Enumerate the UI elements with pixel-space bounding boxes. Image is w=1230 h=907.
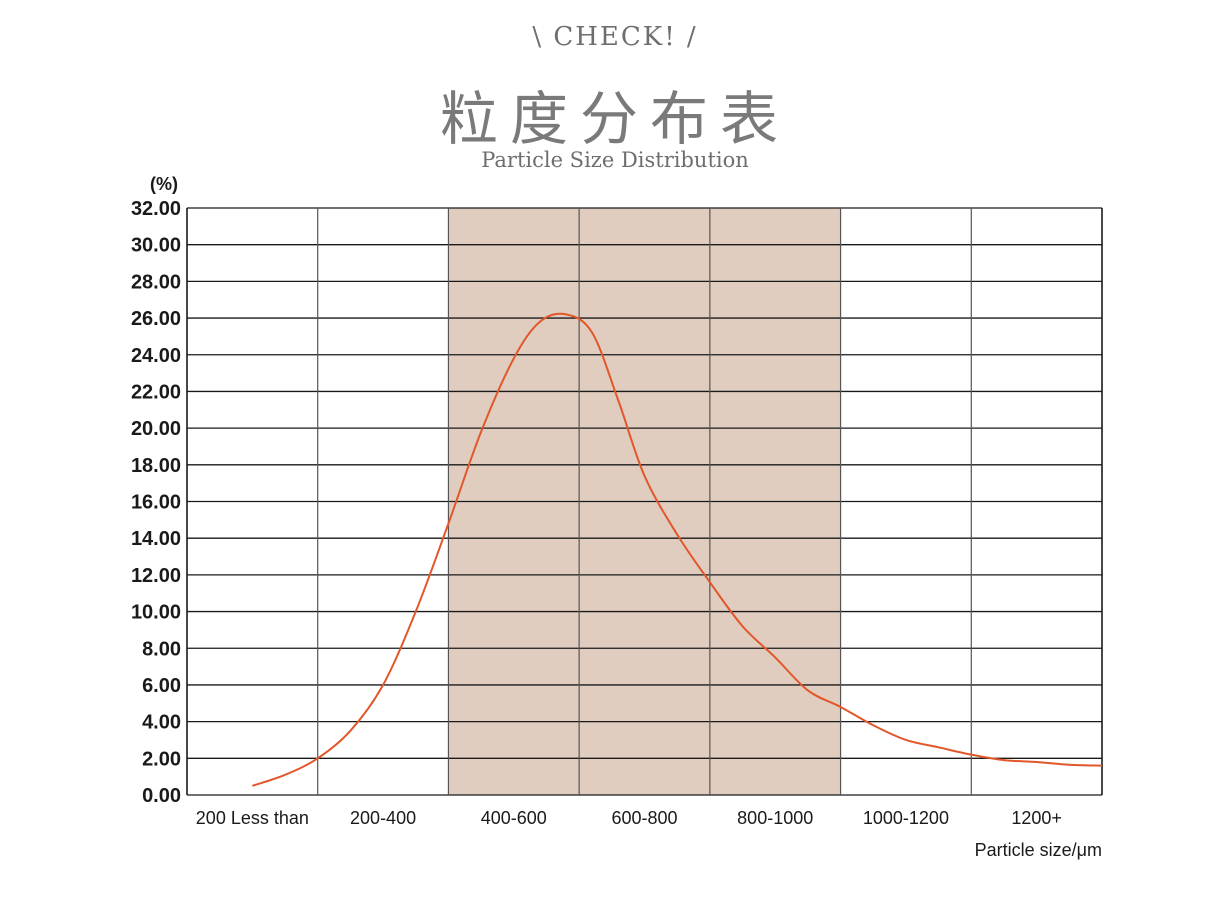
y-tick-label-15: 30.00 <box>131 235 181 257</box>
y-tick-label-11: 22.00 <box>131 381 181 403</box>
y-tick-label-2: 4.00 <box>142 712 181 734</box>
y-tick-label-6: 12.00 <box>131 565 181 587</box>
y-tick-label-14: 28.00 <box>131 271 181 293</box>
x-tick-label-1: 200-400 <box>350 808 416 828</box>
page-title: 粒度分布表 <box>439 85 790 153</box>
x-axis-ticks: 200 Less than 200-400 400-600 600-800 800-10… <box>196 808 1062 828</box>
y-tick-label-9: 18.00 <box>131 455 181 477</box>
check-banner: \ CHECK! / <box>532 22 698 52</box>
y-tick-label-13: 26.00 <box>131 308 181 330</box>
x-tick-label-3: 600-800 <box>611 808 677 828</box>
x-tick-label-6: 1200+ <box>1011 808 1062 828</box>
y-axis-unit: (%) <box>150 174 178 194</box>
page-subtitle: Particle Size Distribution <box>481 148 749 172</box>
series-line-0 <box>252 312 1103 787</box>
y-tick-label-16: 32.00 <box>131 198 181 220</box>
x-tick-label-4: 800-1000 <box>737 808 813 828</box>
y-tick-label-5: 10.00 <box>131 602 181 624</box>
y-tick-label-4: 8.00 <box>142 638 181 660</box>
x-axis-label: Particle size/μm <box>975 840 1102 860</box>
y-tick-label-0: 0.00 <box>142 785 181 807</box>
series-layer <box>252 312 1103 787</box>
y-tick-label-12: 24.00 <box>131 345 181 367</box>
y-axis-ticks: 0.00 2.00 4.00 6.00 8.00 10.00 12.00 14.00 16.00… <box>131 198 181 807</box>
x-tick-label-0: 200 Less than <box>196 808 309 828</box>
x-tick-label-5: 1000-1200 <box>863 808 949 828</box>
y-tick-label-10: 20.00 <box>131 418 181 440</box>
x-tick-label-2: 400-600 <box>481 808 547 828</box>
y-tick-label-1: 2.00 <box>142 748 181 770</box>
y-tick-label-3: 6.00 <box>142 675 181 697</box>
y-tick-label-7: 14.00 <box>131 528 181 550</box>
y-tick-label-8: 16.00 <box>131 492 181 514</box>
grid-layer <box>186 207 1103 796</box>
